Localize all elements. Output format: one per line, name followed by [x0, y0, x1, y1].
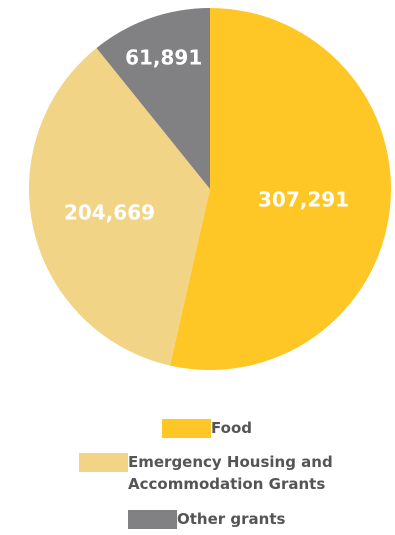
slice-label-other-grants: 61,891 [125, 46, 202, 70]
legend-swatch-other-grants [128, 510, 177, 529]
slice-label-food: 307,291 [258, 187, 349, 211]
legend-swatch-food [162, 419, 211, 438]
legend-item-food: Food [162, 419, 252, 439]
legend-label-other-grants: Other grants [177, 510, 286, 528]
pie-slice-emergency-housing [28, 47, 210, 366]
pie-slice-other-grants [96, 8, 210, 189]
legend-item-emergency-housing: Emergency Housing and Accommodation Gran… [79, 453, 333, 495]
legend-item-other-grants: Other grants [128, 510, 285, 530]
legend-swatch-emergency-housing [79, 453, 128, 472]
pie-chart: 307,291 204,669 61,891 [28, 8, 391, 370]
pie-slice-food [169, 8, 391, 370]
legend-label-emergency-housing: Emergency Housing and Accommodation Gran… [128, 453, 333, 493]
legend-label-food: Food [211, 419, 252, 437]
slice-label-emergency-housing: 204,669 [64, 200, 155, 224]
